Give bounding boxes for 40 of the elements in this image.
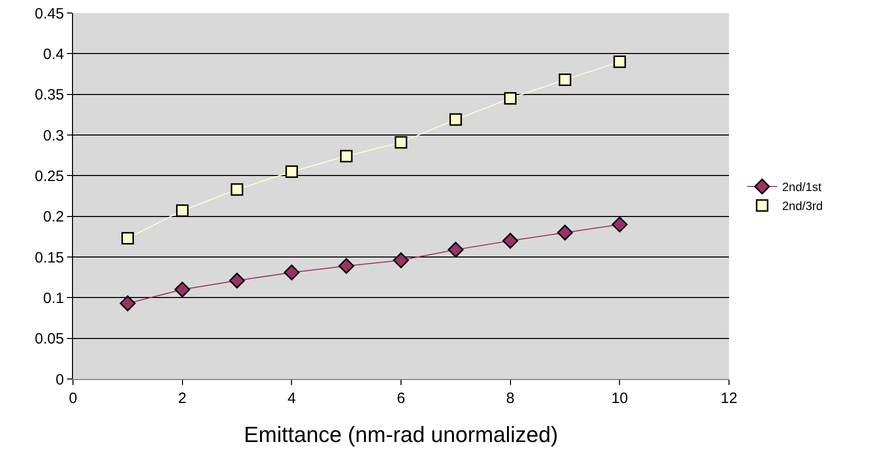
x-tick-label: 8 — [506, 390, 514, 407]
point — [174, 282, 190, 298]
point — [612, 216, 628, 232]
y-tick-label: 0.15 — [34, 249, 64, 266]
x-tick-label: 4 — [288, 390, 296, 407]
point — [284, 264, 300, 280]
point — [393, 252, 409, 268]
point — [394, 136, 408, 149]
point — [340, 150, 353, 162]
point — [557, 224, 573, 240]
x-axis-title: Emittance (nm-rad unormalized) — [244, 422, 558, 447]
y-tick-label: 0.1 — [43, 290, 64, 307]
point — [502, 232, 518, 249]
x-tick-label: 6 — [396, 390, 406, 407]
y-tick-label: 0.45 — [34, 5, 64, 22]
point — [229, 272, 245, 288]
point — [230, 183, 244, 196]
y-tick-label: 0.25 — [34, 168, 64, 185]
x-tick-label: 12 — [720, 390, 738, 407]
y-tick-label: 0.35 — [34, 86, 64, 104]
point — [176, 204, 189, 217]
x-tick-label: 2 — [178, 390, 186, 407]
point — [285, 165, 298, 178]
point — [120, 295, 136, 312]
point — [613, 56, 626, 68]
point — [448, 242, 464, 258]
point — [504, 92, 517, 105]
y-tick-label: 0.05 — [34, 330, 64, 348]
legend-label: 2nd/3rd — [782, 199, 823, 214]
point — [121, 232, 134, 245]
x-tick-label: 10 — [611, 390, 628, 407]
y-tick-label: 0.3 — [43, 127, 64, 144]
y-tick-label: 0.4 — [43, 46, 64, 63]
x-tick-label: 0 — [68, 390, 78, 407]
legend-label: 2nd/1st — [782, 180, 822, 194]
point — [558, 73, 572, 86]
y-tick-label: 0 — [56, 371, 64, 388]
y-tick-label: 0.2 — [43, 208, 64, 226]
point — [449, 113, 462, 126]
point — [338, 258, 354, 274]
